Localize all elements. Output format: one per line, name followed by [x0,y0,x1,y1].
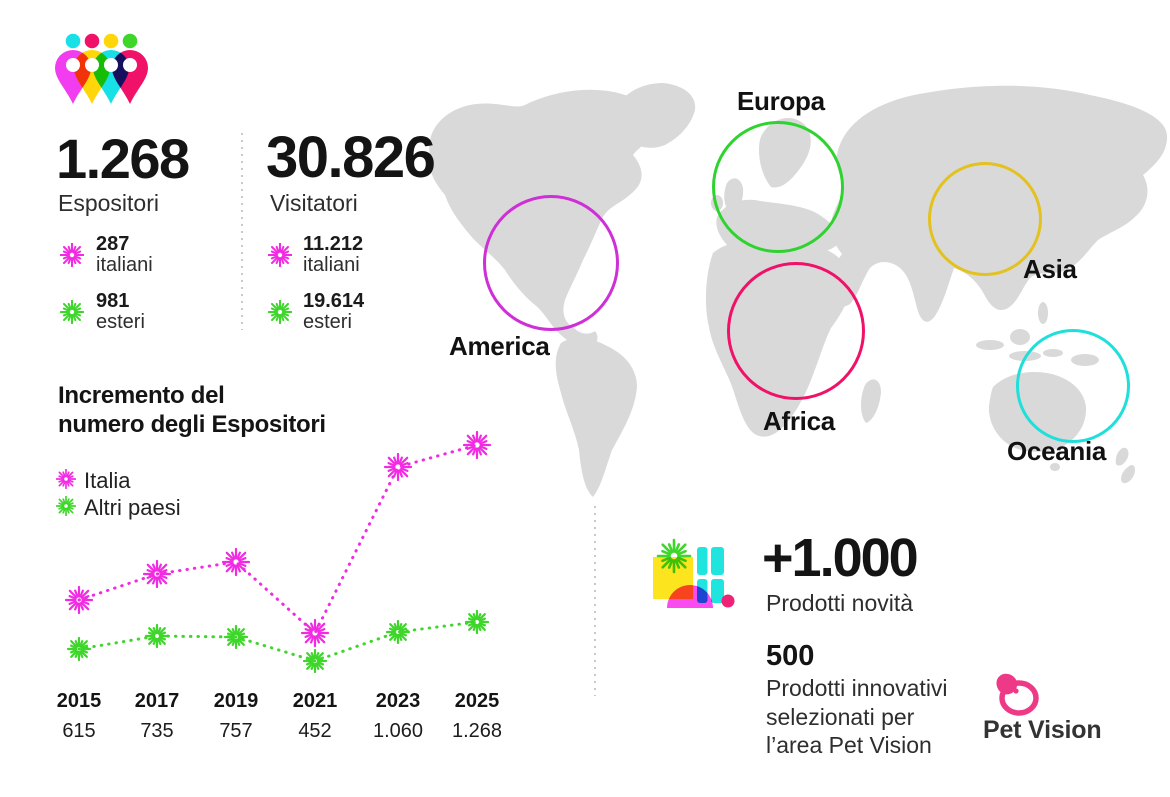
year-label: 2025 [454,690,500,712]
region-label-oceania: Oceania [1007,436,1107,466]
year-label: 2015 [56,690,102,712]
visitatori-esteri-label: esteri [303,311,352,333]
region-label-asia: Asia [1023,254,1077,284]
espositori-italiani-value: 287 [96,233,130,255]
value-label: 1.060 [372,720,424,742]
vertical-divider [241,133,243,330]
legend-altri-paesi-icon [56,496,76,516]
region-label-america: America [449,331,550,361]
chart-title-line1: Incremento del [58,382,225,409]
region-circle-asia [928,162,1042,276]
region-label-africa: Africa [763,406,835,436]
visitatori-italiani-label: italiani [303,254,360,276]
value-label: 615 [62,720,96,742]
year-label: 2021 [292,690,338,712]
prodotti-innovativi-description: Prodotti innovativi selezionati per l’ar… [766,674,948,760]
visitatori-value: 30.826 [266,125,436,190]
pet-vision-logotype: Pet Vision [983,716,1102,744]
year-label: 2019 [213,690,259,712]
value-label: 757 [219,720,253,742]
prodotti-novita-label: Prodotti novità [766,590,914,616]
starburst-icon [268,243,292,267]
exhibitors-trend-chart [64,430,492,674]
legend-altri-paesi-label: Altri paesi [84,495,181,520]
starburst-icon [268,300,292,324]
value-label: 452 [298,720,332,742]
people-pins-icon [55,33,148,104]
chart-title-line2: numero degli Espositori [58,411,326,438]
espositori-esteri-value: 981 [96,290,130,312]
year-label: 2017 [134,690,180,712]
starburst-icon [60,300,84,324]
starburst-icon [656,538,692,574]
visitatori-esteri-value: 19.614 [303,290,365,312]
value-label: 1.268 [451,720,503,742]
legend-italia-icon [56,469,76,489]
chart-title: Incremento del numero degli Espositori [58,381,326,439]
pet-vision-dog-icon [996,673,1039,716]
legend-italia-label: Italia [84,468,131,493]
region-circle-oceania [1016,329,1130,443]
description-line: l’area Pet Vision [766,732,932,758]
value-label: 735 [140,720,174,742]
espositori-italiani-label: italiani [96,254,153,276]
prodotti-novita-value: +1.000 [762,528,919,588]
region-label-europa: Europa [737,86,825,116]
starburst-icon [60,243,84,267]
region-circle-europa [712,121,844,253]
description-line: Prodotti innovativi [766,675,948,701]
visitatori-italiani-value: 11.212 [303,233,364,255]
espositori-value: 1.268 [56,127,190,190]
products-abstract-icon [653,538,735,608]
espositori-esteri-label: esteri [96,311,145,333]
prodotti-innovativi-value: 500 [766,640,815,672]
espositori-label: Espositori [58,190,159,216]
visitatori-label: Visitatori [270,190,358,216]
vertical-divider [594,506,596,696]
region-circle-africa [727,262,865,400]
region-circle-america [483,195,619,331]
description-line: selezionati per [766,703,915,730]
year-label: 2023 [375,690,421,712]
